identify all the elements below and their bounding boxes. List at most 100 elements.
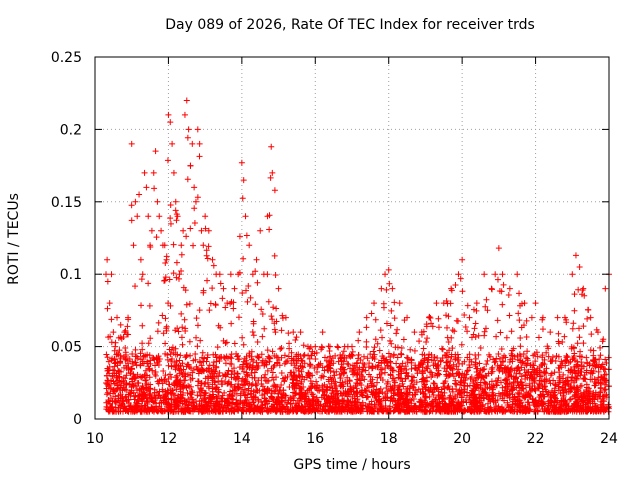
data-point	[390, 351, 397, 358]
data-point	[290, 329, 297, 336]
data-point	[545, 345, 552, 352]
data-point	[530, 362, 537, 369]
data-point	[481, 395, 488, 402]
data-point	[241, 392, 248, 399]
data-point	[201, 392, 208, 399]
data-point	[307, 377, 314, 384]
data-point	[366, 400, 373, 407]
data-point	[515, 310, 522, 317]
x-tick-label: 14	[233, 431, 251, 447]
data-point	[576, 394, 583, 401]
data-point	[337, 375, 344, 382]
data-point	[205, 227, 212, 234]
data-point	[147, 335, 154, 342]
data-point	[563, 389, 570, 396]
data-point	[189, 140, 196, 147]
data-point	[245, 282, 252, 289]
data-point	[313, 394, 320, 401]
data-point	[335, 396, 342, 403]
data-point	[451, 407, 458, 414]
data-point	[340, 389, 347, 396]
data-point	[165, 400, 172, 407]
data-point	[584, 397, 591, 404]
data-point	[492, 378, 499, 385]
data-point	[111, 347, 118, 354]
data-point	[140, 393, 147, 400]
data-point	[160, 367, 167, 374]
data-point	[389, 285, 396, 292]
data-point	[328, 394, 335, 401]
axis-ticks: 10 12 14 16 18 20 22 24 0 0.05 0.1 0.15 0.2 0.25	[51, 50, 618, 447]
data-point	[554, 314, 561, 321]
data-point	[154, 359, 161, 366]
data-point	[426, 369, 433, 376]
data-point	[138, 302, 145, 309]
data-point	[539, 399, 546, 406]
data-point	[193, 315, 200, 322]
data-point	[449, 388, 456, 395]
data-point	[251, 374, 258, 381]
data-point	[253, 359, 260, 366]
data-point	[291, 389, 298, 396]
data-point	[431, 380, 438, 387]
data-point	[571, 352, 578, 359]
data-point	[162, 399, 169, 406]
data-point	[580, 408, 587, 415]
data-point	[185, 126, 192, 133]
data-point	[548, 370, 555, 377]
data-point	[309, 380, 316, 387]
data-point	[457, 382, 464, 389]
data-point	[592, 382, 599, 389]
data-point	[539, 314, 546, 321]
data-point	[276, 405, 283, 412]
data-point	[578, 369, 585, 376]
data-point	[466, 382, 473, 389]
data-point	[443, 359, 450, 366]
data-point	[511, 394, 518, 401]
data-point	[285, 397, 292, 404]
data-point	[460, 382, 467, 389]
data-point	[497, 393, 504, 400]
data-point	[419, 368, 426, 375]
data-point	[387, 359, 394, 366]
data-point	[207, 395, 214, 402]
data-point	[285, 330, 292, 337]
data-point	[416, 338, 423, 345]
data-point	[174, 213, 181, 220]
data-point	[378, 285, 385, 292]
data-point	[479, 387, 486, 394]
data-point	[168, 406, 175, 413]
data-point	[219, 295, 226, 302]
data-point	[104, 305, 111, 312]
data-point	[162, 259, 169, 266]
data-point	[303, 401, 310, 408]
data-point	[434, 355, 441, 362]
data-point	[112, 398, 119, 405]
data-point	[223, 407, 230, 414]
data-point	[382, 271, 389, 278]
data-point	[184, 134, 191, 141]
data-point	[495, 245, 502, 252]
data-point	[416, 398, 423, 405]
y-tick-label: 0.05	[51, 340, 82, 356]
data-point	[156, 392, 163, 399]
data-point	[539, 388, 546, 395]
data-point	[336, 400, 343, 407]
data-point	[371, 344, 378, 351]
data-points	[103, 97, 612, 415]
data-point	[532, 300, 539, 307]
data-point	[319, 344, 326, 351]
data-point	[121, 403, 128, 410]
data-point	[363, 324, 370, 331]
data-point	[289, 384, 296, 391]
data-point	[569, 356, 576, 363]
data-point	[348, 351, 355, 358]
data-point	[521, 300, 528, 307]
data-point	[170, 241, 177, 248]
data-point	[564, 374, 571, 381]
data-point	[156, 213, 163, 220]
data-point	[272, 407, 279, 414]
data-point	[121, 364, 128, 371]
data-point	[601, 387, 608, 394]
data-point	[372, 316, 379, 323]
